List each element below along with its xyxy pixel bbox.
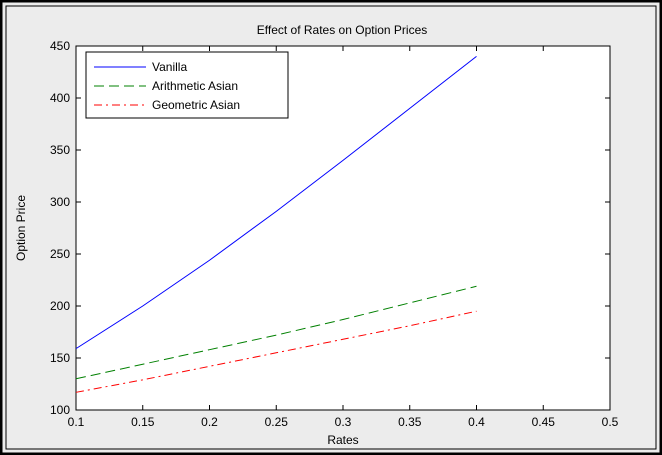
y-tick-label: 450 [50, 39, 70, 53]
legend-label: Geometric Asian [152, 98, 240, 112]
x-tick-label: 0.2 [201, 415, 218, 429]
y-tick-label: 300 [50, 195, 70, 209]
y-axis: 100 150 200 250 300 350 400 450 [50, 39, 610, 417]
x-tick-label: 0.5 [602, 415, 619, 429]
chart-title: Effect of Rates on Option Prices [257, 23, 428, 37]
x-tick-label: 0.25 [265, 415, 289, 429]
series-lines [75, 56, 477, 393]
series-line-geometric-asian [75, 310, 477, 393]
x-tick-label: 0.45 [532, 415, 556, 429]
legend: Vanilla Arithmetic Asian Geometric Asian [85, 51, 289, 119]
y-tick-label: 400 [50, 91, 70, 105]
x-tick-label: 0.4 [468, 415, 485, 429]
x-axis-title: Rates [327, 433, 358, 447]
legend-label: Arithmetic Asian [152, 79, 238, 93]
x-tick-label: 0.1 [68, 415, 85, 429]
x-tick-label: 0.3 [335, 415, 352, 429]
y-tick-label: 350 [50, 143, 70, 157]
y-tick-label: 200 [50, 299, 70, 313]
y-tick-label: 150 [50, 351, 70, 365]
y-axis-title: Option Price [14, 195, 28, 261]
inner-frame [5, 5, 657, 450]
x-tick-label: 0.15 [131, 415, 155, 429]
legend-box [85, 51, 289, 119]
x-tick-label: 0.35 [398, 415, 422, 429]
series-line-arithmetic-asian [75, 285, 477, 380]
legend-label: Vanilla [152, 60, 187, 74]
x-axis: 0.1 0.15 0.2 0.25 0.3 0.35 0.4 0.45 0.5 [68, 46, 619, 429]
y-tick-label: 100 [50, 403, 70, 417]
series-line-vanilla [75, 56, 477, 350]
y-tick-label: 250 [50, 247, 70, 261]
